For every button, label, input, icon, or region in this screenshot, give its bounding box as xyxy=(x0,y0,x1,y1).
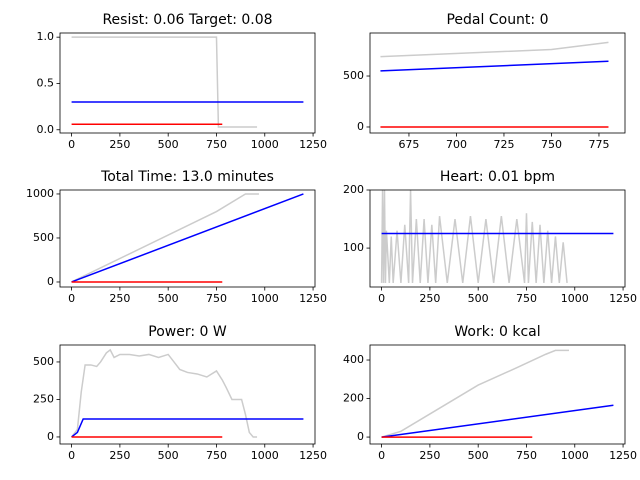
axes-frame xyxy=(59,32,316,134)
y-tick-label: 0 xyxy=(47,430,54,443)
series-line xyxy=(71,418,304,438)
y-tick-label: 200 xyxy=(343,392,364,405)
x-tick-label: 250 xyxy=(109,449,130,462)
axes-frame xyxy=(59,189,316,288)
x-tick-label: 1000 xyxy=(561,292,589,305)
y-tick-label: 0 xyxy=(357,120,364,133)
subplot-title: Work: 0 kcal xyxy=(454,324,540,340)
axes-frame xyxy=(59,344,316,445)
y-tick-label: 1.0 xyxy=(37,30,55,43)
x-tick-label: 1000 xyxy=(251,449,279,462)
subplot: Heart: 0.01 bpm 0 250 500 750 1000 1250 100 200 xyxy=(343,169,637,305)
axes-frame xyxy=(369,189,626,288)
x-tick-label: 775 xyxy=(588,138,609,151)
subplot-title: Heart: 0.01 bpm xyxy=(440,169,555,185)
x-tick-label: 250 xyxy=(109,292,130,305)
y-tick-label: 100 xyxy=(343,241,364,254)
x-tick-label: 250 xyxy=(109,138,130,151)
y-tick-label: 500 xyxy=(343,69,364,82)
x-tick-label: 500 xyxy=(158,449,179,462)
y-tick-label: 0.0 xyxy=(37,123,55,136)
x-tick-label: 250 xyxy=(419,292,440,305)
subplot: Power: 0 W 0 250 500 750 1000 1250 0 250 500 xyxy=(33,324,327,462)
axes-frame xyxy=(369,32,626,134)
y-tick-label: 500 xyxy=(33,231,54,244)
subplot-title: Power: 0 W xyxy=(148,324,227,340)
x-tick-label: 750 xyxy=(206,449,227,462)
x-tick-label: 1250 xyxy=(299,292,327,305)
subplot: Pedal Count: 0 675 700 725 750 775 0 500 xyxy=(343,12,626,151)
subplot-title: Resist: 0.06 Target: 0.08 xyxy=(102,12,272,28)
x-tick-label: 250 xyxy=(419,449,440,462)
subplot: Resist: 0.06 Target: 0.08 0 250 500 750 1000 1… xyxy=(37,12,328,151)
x-tick-label: 500 xyxy=(158,138,179,151)
series-line xyxy=(70,348,258,438)
y-tick-label: 200 xyxy=(343,183,364,196)
subplot-title: Total Time: 13.0 minutes xyxy=(100,169,274,185)
x-tick-label: 1000 xyxy=(251,292,279,305)
x-tick-label: 725 xyxy=(493,138,514,151)
x-tick-label: 0 xyxy=(378,292,385,305)
y-tick-label: 1000 xyxy=(26,187,54,200)
subplot-title: Pedal Count: 0 xyxy=(446,12,548,28)
x-tick-label: 1000 xyxy=(561,449,589,462)
y-tick-label: 0 xyxy=(47,275,54,288)
x-tick-label: 500 xyxy=(158,292,179,305)
y-tick-label: 0 xyxy=(357,430,364,443)
x-tick-label: 1000 xyxy=(251,138,279,151)
series-line xyxy=(381,349,569,438)
x-tick-label: 500 xyxy=(468,449,489,462)
series-line xyxy=(380,41,609,58)
x-tick-label: 750 xyxy=(516,449,537,462)
y-tick-label: 0.5 xyxy=(37,76,55,89)
series-line xyxy=(71,193,259,283)
series-line xyxy=(380,190,568,284)
x-tick-label: 700 xyxy=(446,138,467,151)
x-tick-label: 1250 xyxy=(609,449,637,462)
subplot: Work: 0 kcal 0 250 500 750 1000 1250 0 200 400 xyxy=(343,324,637,462)
x-tick-label: 0 xyxy=(68,449,75,462)
series-line xyxy=(381,404,614,438)
x-tick-label: 750 xyxy=(516,292,537,305)
x-tick-label: 500 xyxy=(468,292,489,305)
x-tick-label: 750 xyxy=(206,138,227,151)
y-tick-label: 500 xyxy=(33,355,54,368)
y-tick-label: 400 xyxy=(343,353,364,366)
series-line xyxy=(71,193,304,283)
series-line xyxy=(380,60,609,72)
x-tick-label: 750 xyxy=(541,138,562,151)
subplot: Total Time: 13.0 minutes 0 250 500 750 1000 12… xyxy=(26,169,327,305)
x-tick-label: 0 xyxy=(68,138,75,151)
x-tick-label: 1250 xyxy=(299,138,327,151)
series-line xyxy=(71,36,258,128)
x-tick-label: 675 xyxy=(398,138,419,151)
axes-frame xyxy=(369,344,626,445)
x-tick-label: 0 xyxy=(68,292,75,305)
x-tick-label: 1250 xyxy=(609,292,637,305)
x-tick-label: 750 xyxy=(206,292,227,305)
x-tick-label: 0 xyxy=(378,449,385,462)
y-tick-label: 250 xyxy=(33,392,54,405)
x-tick-label: 1250 xyxy=(299,449,327,462)
